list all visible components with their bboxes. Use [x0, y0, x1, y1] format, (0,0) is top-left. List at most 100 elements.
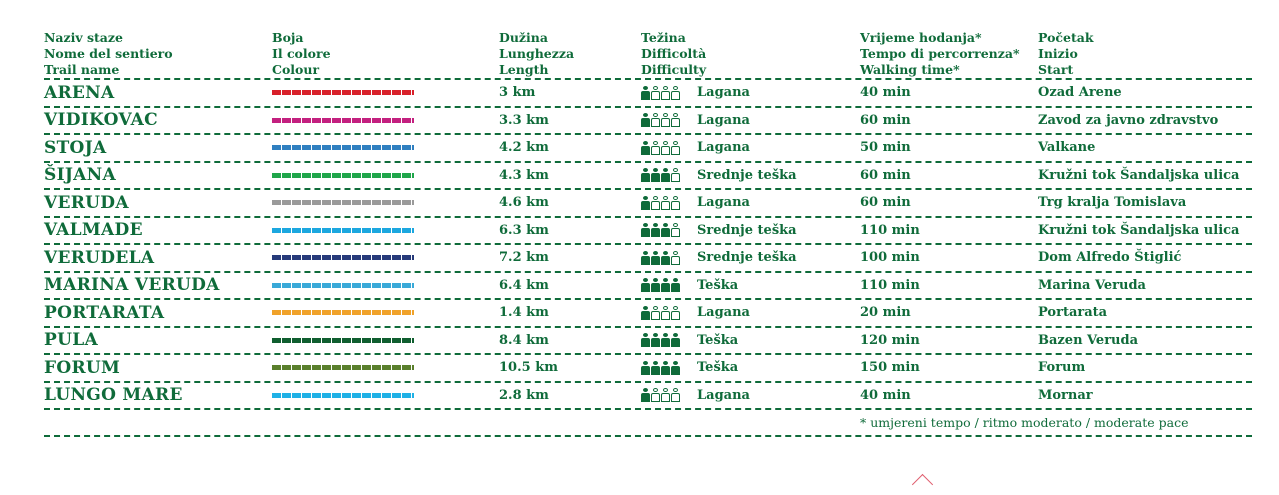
difficulty-icons — [641, 360, 697, 375]
start-point: Marina Veruda — [1038, 277, 1146, 293]
walking-time: 20 min — [860, 305, 911, 321]
trail-name: ŠIJANA — [44, 165, 116, 186]
difficulty-icons — [641, 168, 697, 183]
hiker-icon — [661, 195, 670, 210]
walking-time: 150 min — [860, 360, 920, 376]
trail-name: STOJA — [44, 137, 107, 158]
hiker-icon — [641, 388, 650, 403]
table-row: PORTARATA 1.4 km Lagana 20 min Portarata — [44, 300, 1252, 328]
colour-line — [272, 255, 414, 261]
colour-line — [272, 200, 414, 206]
hiker-icon — [671, 140, 680, 155]
start-point: Trg kralja Tomislava — [1038, 195, 1187, 211]
hiker-icon — [651, 305, 660, 320]
difficulty-icons — [641, 140, 697, 155]
trail-name: MARINA VERUDA — [44, 275, 220, 296]
colour-line — [272, 90, 414, 96]
table-row: VERUDA 4.6 km Lagana 60 min Trg kralja Tomis… — [44, 190, 1252, 218]
trail-name: ARENA — [44, 82, 115, 103]
trail-length: 2.8 km — [499, 387, 549, 403]
hiker-icon — [671, 360, 680, 375]
hiker-icon — [671, 305, 680, 320]
difficulty-label: Srednje teška — [697, 222, 797, 238]
hiker-icon — [661, 250, 670, 265]
trail-colour — [272, 392, 499, 398]
walking-time: 60 min — [860, 112, 911, 128]
hiker-icon — [641, 113, 650, 128]
walking-time: 60 min — [860, 195, 911, 211]
trail-length: 6.3 km — [499, 222, 549, 238]
hiker-icon — [641, 195, 650, 210]
colour-line — [272, 117, 414, 123]
difficulty-icons — [641, 195, 697, 210]
trail-difficulty: Teška — [641, 278, 860, 293]
trail-colour — [272, 365, 499, 371]
start-point: Zavod za javno zdravstvo — [1038, 112, 1219, 128]
difficulty-label: Lagana — [697, 112, 750, 128]
trail-colour — [272, 337, 499, 343]
hiker-icon — [661, 85, 670, 100]
hiker-icon — [651, 278, 660, 293]
table-row: LUNGO MARE 2.8 km Lagana 40 min Mornar — [44, 383, 1252, 410]
trail-name: VERUDELA — [44, 247, 155, 268]
table-row: VIDIKOVAC 3.3 km Lagana 60 min Zavod za javn… — [44, 108, 1252, 135]
trail-name: VIDIKOVAC — [44, 110, 158, 131]
trail-difficulty: Srednje teška — [641, 250, 860, 265]
hiker-icon — [651, 195, 660, 210]
trail-length: 4.6 km — [499, 195, 549, 211]
table-row: VALMADE 6.3 km Srednje teška 110 min Kružni … — [44, 218, 1252, 245]
trail-difficulty: Srednje teška — [641, 223, 860, 238]
hiker-icon — [641, 278, 650, 293]
trail-difficulty: Teška — [641, 360, 860, 375]
start-point: Kružni tok Šandaljska ulica — [1038, 222, 1240, 238]
difficulty-icons — [641, 223, 697, 238]
trail-length: 7.2 km — [499, 250, 549, 266]
difficulty-icons — [641, 113, 697, 128]
difficulty-label: Srednje teška — [697, 167, 797, 183]
trail-colour — [272, 282, 499, 288]
difficulty-icons — [641, 85, 697, 100]
walking-time: 60 min — [860, 167, 911, 183]
trail-difficulty: Srednje teška — [641, 168, 860, 183]
hiker-icon — [661, 305, 670, 320]
hiker-icon — [651, 360, 660, 375]
trail-length: 3.3 km — [499, 112, 549, 128]
hiker-icon — [671, 250, 680, 265]
hiker-icon — [651, 168, 660, 183]
start-point: Valkane — [1038, 140, 1096, 156]
header-colour: Boja Il colore Colour — [272, 30, 331, 77]
table-row: ŠIJANA 4.3 km Srednje teška 60 min Kružni to… — [44, 163, 1252, 190]
footnote-row: * umjereni tempo / ritmo moderato / mode… — [44, 410, 1252, 437]
colour-line — [272, 145, 414, 151]
header-trail-name: Naziv staze Nome del sentiero Trail name — [44, 30, 173, 77]
hiker-icon — [671, 195, 680, 210]
colour-line — [272, 310, 414, 316]
hiker-icon — [661, 278, 670, 293]
difficulty-label: Teška — [697, 360, 739, 376]
start-point: Forum — [1038, 360, 1086, 376]
header-walking-time: Vrijeme hodanja* Tempo di percorrenza* W… — [860, 30, 1020, 77]
trail-colour — [272, 90, 499, 96]
hiker-icon — [641, 305, 650, 320]
hiker-icon — [651, 140, 660, 155]
trail-name: FORUM — [44, 357, 121, 378]
trail-length: 8.4 km — [499, 332, 549, 348]
hiker-icon — [651, 333, 660, 348]
decorative-arrow-icon — [911, 473, 934, 495]
start-point: Bazen Veruda — [1038, 332, 1139, 348]
colour-line — [272, 282, 414, 288]
table-body: ARENA 3 km Lagana 40 min Ozad Arene VIDIKOVAC… — [44, 80, 1252, 410]
difficulty-label: Lagana — [697, 85, 750, 101]
trail-colour — [272, 172, 499, 178]
trail-name: VALMADE — [44, 220, 143, 241]
walking-time: 50 min — [860, 140, 911, 156]
difficulty-label: Lagana — [697, 195, 750, 211]
table-row: FORUM 10.5 km Teška 150 min Forum — [44, 355, 1252, 383]
hiker-icon — [671, 223, 680, 238]
walking-time: 110 min — [860, 277, 920, 293]
walking-time: 110 min — [860, 222, 920, 238]
colour-line — [272, 365, 414, 371]
trail-difficulty: Lagana — [641, 195, 860, 210]
walking-time: 40 min — [860, 85, 911, 101]
colour-line — [272, 227, 414, 233]
